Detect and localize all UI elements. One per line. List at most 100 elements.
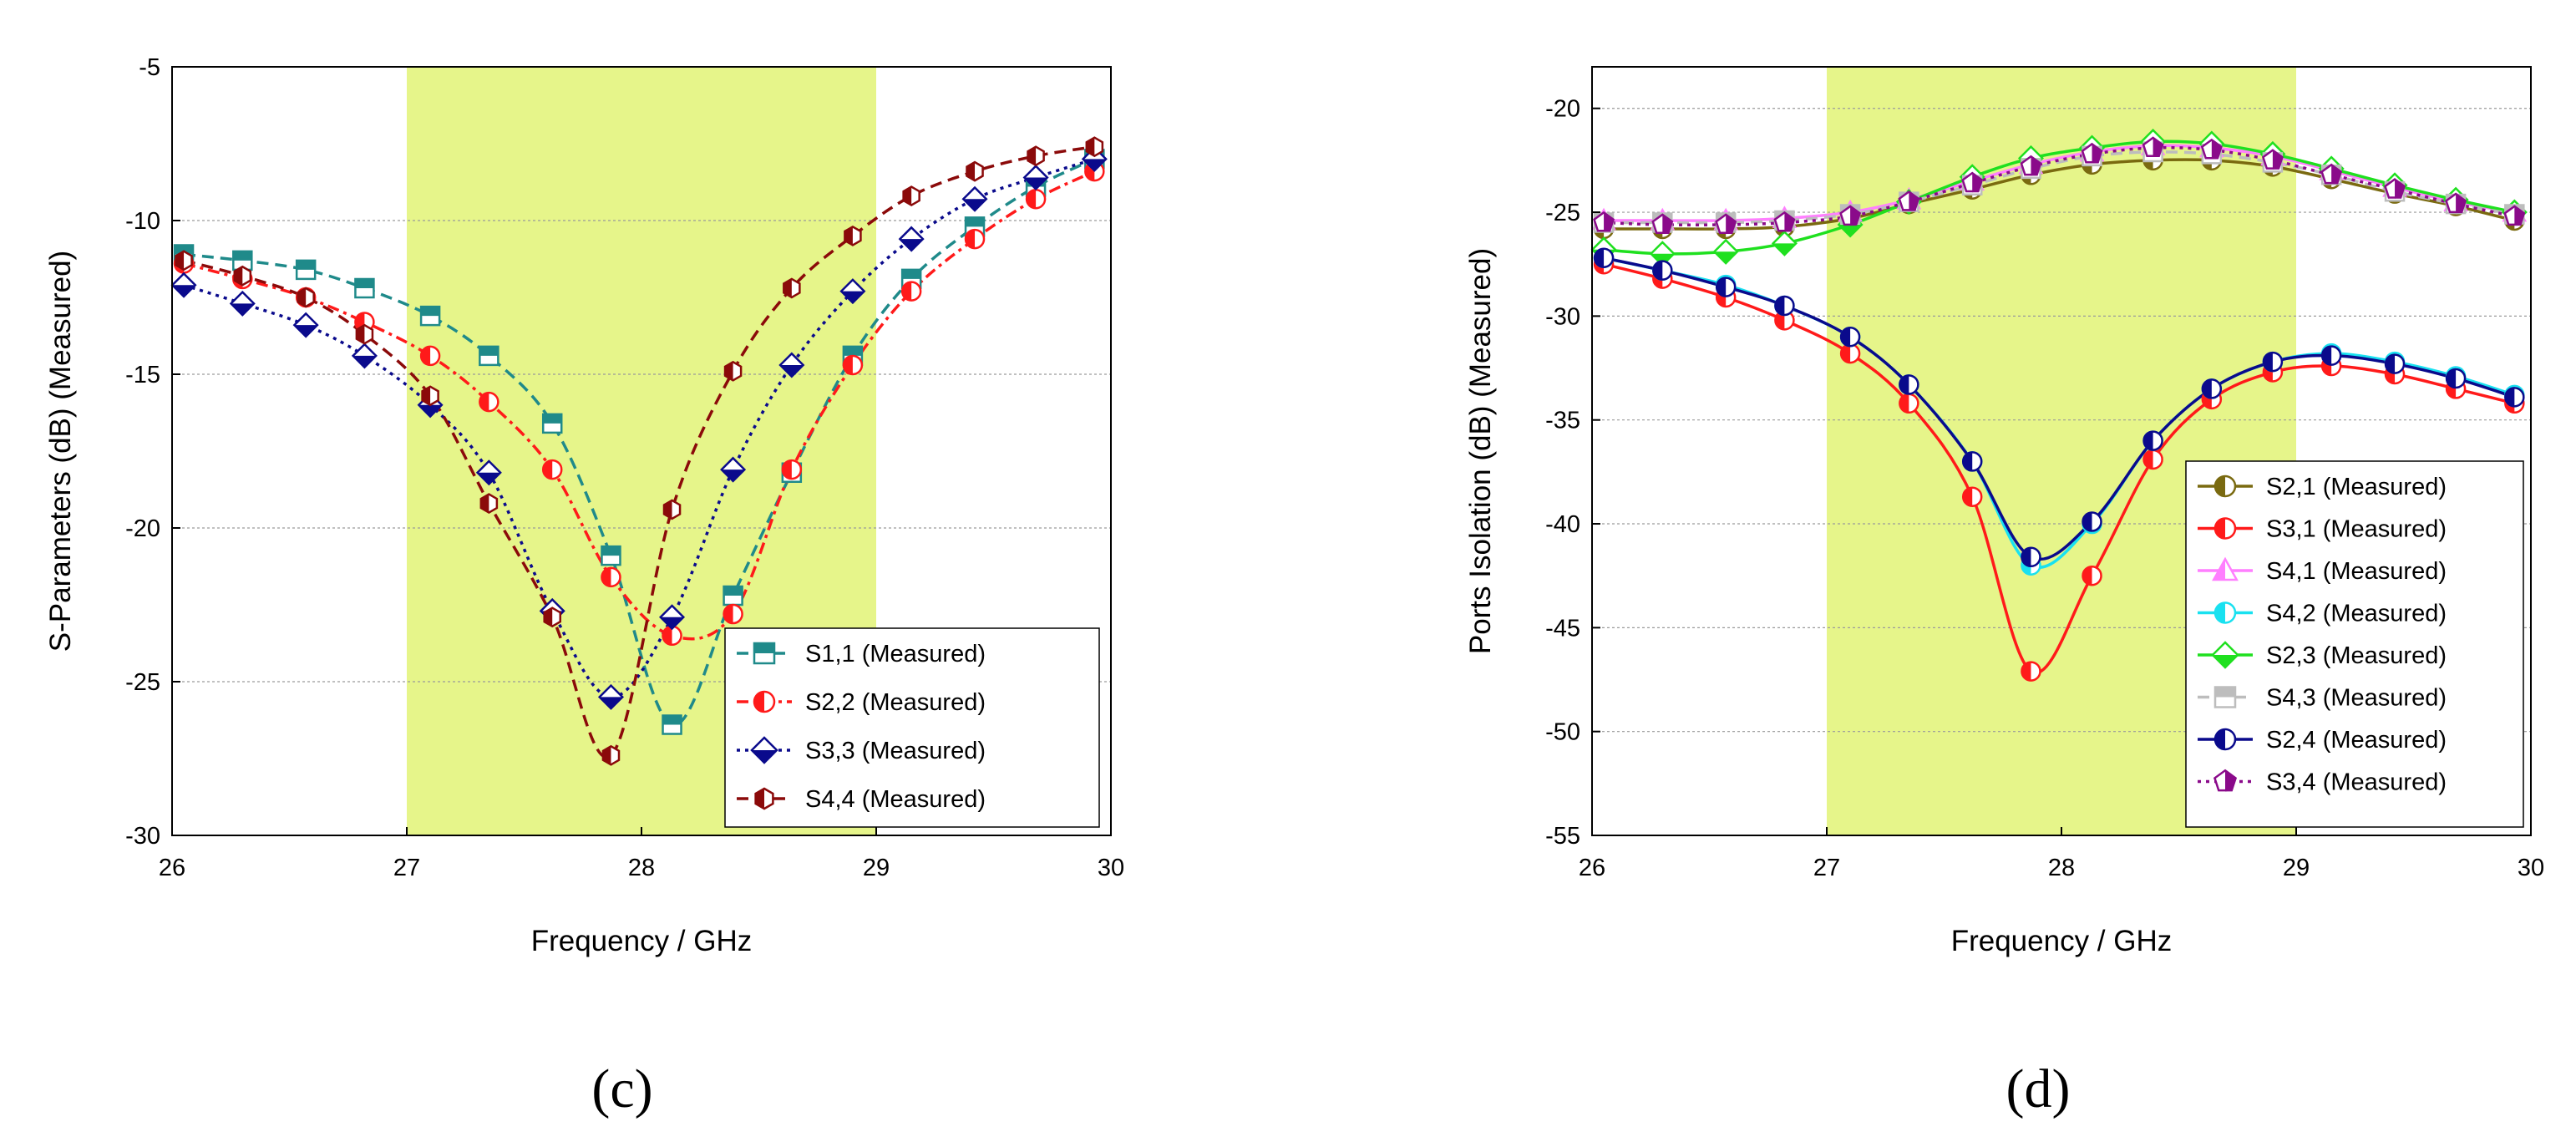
legend-marker — [2213, 769, 2238, 792]
legend-label: S2,4 (Measured) — [2266, 727, 2447, 754]
data-point — [354, 277, 375, 299]
legend-label: S3,3 (Measured) — [805, 738, 986, 764]
data-point — [1593, 247, 1615, 269]
series-line — [1604, 150, 2515, 225]
legend-marker — [750, 736, 778, 764]
legend-label: S3,1 (Measured) — [2266, 516, 2447, 543]
data-point — [1085, 136, 1104, 158]
y-tick-label: -40 — [1545, 511, 1580, 538]
data-point — [723, 360, 743, 382]
d-legend: S2,1 (Measured) S3,1 (Measured) S4,1 (Meas… — [2185, 460, 2524, 828]
y-tick-label: -15 — [125, 362, 160, 388]
d-y-axis-label: Ports Isolation (dB) (Measured) — [1464, 248, 1497, 654]
legend-label: S2,3 (Measured) — [2266, 642, 2447, 669]
d-tick-labels: 26 27 28 29 30 -20 -25 -30 -35 -40 -45 -50 -55 — [1545, 96, 2544, 881]
data-point — [964, 228, 986, 250]
data-point — [229, 290, 256, 317]
data-point — [1899, 374, 1919, 395]
data-point — [2320, 345, 2342, 366]
data-point — [1771, 230, 1798, 256]
d-panel-label: (d) — [2006, 1058, 2071, 1119]
data-point — [839, 278, 866, 305]
data-point — [2082, 565, 2102, 586]
data-point — [1961, 486, 1983, 507]
data-point — [2262, 351, 2284, 373]
data-point — [355, 323, 374, 345]
data-point — [961, 185, 988, 212]
data-point — [2020, 155, 2042, 176]
data-point — [479, 493, 499, 515]
data-point — [781, 459, 803, 480]
c-series-group — [170, 136, 1108, 766]
legend-marker — [753, 642, 776, 665]
data-point — [1715, 213, 1737, 235]
data-point — [720, 456, 747, 483]
data-point — [1839, 343, 1861, 364]
data-point — [1961, 451, 1983, 472]
x-tick-label: 28 — [628, 855, 655, 881]
legend-label: S4,3 (Measured) — [2266, 685, 2447, 712]
y-tick-label: -20 — [125, 515, 160, 542]
data-point — [783, 277, 801, 299]
data-point — [541, 413, 563, 434]
data-point — [295, 259, 317, 281]
data-point — [2504, 387, 2525, 408]
data-point — [541, 459, 563, 480]
data-point — [297, 287, 315, 308]
legend-label: S4,1 (Measured) — [2266, 558, 2447, 585]
x-tick-label: 27 — [1813, 855, 1840, 881]
legend-label: S4,4 (Measured) — [805, 786, 986, 813]
series-line — [1604, 144, 2515, 222]
c-legend: S1,1 (Measured) S2,2 (Measured) S3,3 (Meas… — [724, 627, 1100, 828]
data-point — [419, 305, 441, 327]
data-point — [1961, 171, 1984, 193]
data-point — [898, 226, 925, 252]
data-point — [1651, 213, 1674, 235]
x-tick-label: 26 — [159, 855, 185, 881]
data-point — [900, 281, 922, 302]
data-point — [2503, 205, 2526, 226]
data-point — [2142, 136, 2164, 158]
legend-label: S2,2 (Measured) — [805, 689, 986, 716]
data-point — [778, 352, 805, 378]
data-point — [2445, 368, 2467, 389]
x-tick-label: 30 — [2518, 855, 2544, 881]
data-point — [2200, 138, 2223, 160]
series-line — [1603, 140, 2515, 256]
data-point — [2021, 546, 2041, 568]
data-point — [475, 459, 502, 486]
legend-box — [724, 627, 1100, 828]
data-point — [2142, 430, 2163, 451]
y-tick-label: -25 — [125, 669, 160, 696]
x-tick-label: 28 — [2048, 855, 2075, 881]
y-tick-label: -5 — [139, 54, 160, 81]
data-point — [659, 604, 686, 631]
chart-d: 26 27 28 29 30 -20 -25 -30 -35 -40 -45 -50 -55 Frequ… — [1464, 66, 2544, 1119]
data-point — [1898, 190, 1920, 211]
data-point — [233, 265, 252, 287]
legend-box — [2185, 460, 2524, 828]
data-point — [662, 499, 682, 520]
data-point — [2384, 178, 2406, 199]
y-tick-label: -50 — [1545, 719, 1580, 746]
x-tick-label: 30 — [1098, 855, 1124, 881]
data-point — [1022, 164, 1049, 190]
data-point — [2261, 149, 2284, 170]
legend-marker — [753, 690, 776, 713]
y-tick-label: -30 — [1545, 303, 1580, 330]
data-point — [543, 606, 561, 628]
data-point — [1593, 211, 1615, 232]
chart-c: 26 27 28 29 30 -5 -10 -15 -20 -25 -30 Frequency / … — [44, 54, 1124, 1119]
data-point — [175, 250, 193, 272]
data-point — [1773, 211, 1796, 232]
data-point — [479, 345, 499, 367]
data-point — [723, 585, 743, 606]
data-point — [1712, 238, 1739, 265]
x-tick-label: 27 — [393, 855, 420, 881]
series-line — [1603, 256, 2515, 561]
data-point — [2201, 378, 2223, 399]
legend-marker — [2211, 641, 2239, 669]
data-point — [1025, 188, 1047, 210]
data-point — [2142, 449, 2163, 470]
